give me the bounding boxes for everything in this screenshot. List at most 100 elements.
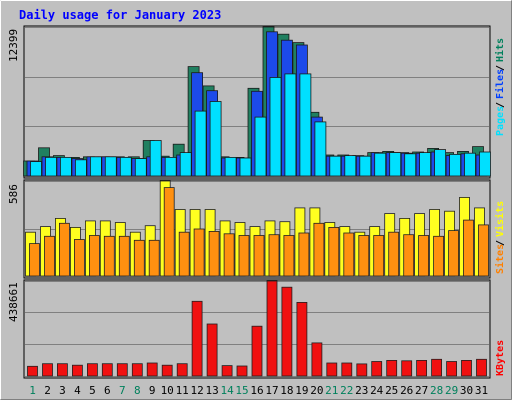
bar-kbytes-day-3 xyxy=(57,363,68,377)
legend-pages: Pages xyxy=(495,106,506,136)
bar-kbytes-day-10 xyxy=(161,364,173,377)
bar-pages-day-26 xyxy=(404,153,417,177)
bar-pages-day-5 xyxy=(90,156,102,177)
x-label-day-6: 6 xyxy=(104,384,111,397)
bar-sites-day-4 xyxy=(74,239,85,277)
x-label-day-15: 15 xyxy=(235,384,248,397)
bar-kbytes-day-26 xyxy=(401,360,413,377)
x-label-day-7: 7 xyxy=(119,384,126,397)
bar-sites-day-7 xyxy=(118,235,130,277)
bar-pages-day-12 xyxy=(194,110,207,177)
bar-sites-day-14 xyxy=(223,233,235,277)
bar-sites-day-3 xyxy=(59,222,70,277)
bar-sites-day-21 xyxy=(328,226,340,277)
bar-pages-day-15 xyxy=(239,157,252,177)
bar-pages-day-9 xyxy=(149,140,162,177)
bar-pages-day-13 xyxy=(209,101,222,177)
panel-middle-axis-label: 586 xyxy=(7,184,20,204)
bar-sites-day-5 xyxy=(89,235,100,277)
x-label-day-11: 11 xyxy=(176,384,189,397)
bar-pages-day-22 xyxy=(344,155,357,177)
legend-kbytes: KBytes xyxy=(495,340,506,376)
bar-sites-day-18 xyxy=(283,235,295,277)
bar-pages-day-29 xyxy=(449,153,462,177)
bar-pages-day-3 xyxy=(60,156,72,177)
bar-kbytes-day-9 xyxy=(146,362,158,377)
bar-kbytes-day-2 xyxy=(42,363,53,377)
bar-sites-day-31 xyxy=(478,224,489,277)
bar-pages-day-25 xyxy=(389,152,402,177)
bar-pages-day-16 xyxy=(254,116,267,177)
x-label-day-2: 2 xyxy=(44,384,51,397)
bar-pages-day-2 xyxy=(45,156,57,177)
x-label-day-31: 31 xyxy=(475,384,488,397)
x-label-day-29: 29 xyxy=(445,384,458,397)
bar-sites-day-22 xyxy=(343,232,355,277)
bar-kbytes-day-11 xyxy=(176,363,188,377)
bar-pages-day-19 xyxy=(299,73,312,177)
bar-pages-day-4 xyxy=(75,159,87,177)
x-label-day-1: 1 xyxy=(29,384,36,397)
bar-pages-day-21 xyxy=(329,155,342,177)
legend-visits: Visits xyxy=(494,201,506,237)
bar-kbytes-day-17 xyxy=(266,280,278,377)
legend-slash-2: / xyxy=(495,65,506,71)
x-label-day-24: 24 xyxy=(370,384,384,397)
x-label-day-28: 28 xyxy=(430,384,443,397)
x-label-day-25: 25 xyxy=(385,384,398,397)
x-label-day-14: 14 xyxy=(220,384,234,397)
x-label-day-13: 13 xyxy=(205,384,218,397)
x-label-day-12: 12 xyxy=(190,384,203,397)
x-label-day-10: 10 xyxy=(161,384,174,397)
bar-pages-day-30 xyxy=(464,152,476,177)
bar-pages-day-20 xyxy=(314,121,327,177)
bar-sites-day-2 xyxy=(44,235,55,277)
bar-kbytes-day-24 xyxy=(371,361,383,377)
x-label-day-8: 8 xyxy=(134,384,141,397)
legend-files: Files xyxy=(494,69,506,99)
bar-kbytes-day-30 xyxy=(461,359,472,377)
bar-kbytes-day-29 xyxy=(446,361,458,377)
bar-sites-day-16 xyxy=(253,235,265,277)
bar-sites-day-9 xyxy=(148,239,160,277)
panel-bottom-axis-label: 438661 xyxy=(7,282,20,322)
x-label-day-22: 22 xyxy=(340,384,353,397)
bar-sites-day-23 xyxy=(358,235,370,277)
bar-kbytes-day-20 xyxy=(311,342,323,377)
bar-kbytes-day-6 xyxy=(101,363,113,377)
bar-kbytes-day-7 xyxy=(116,363,128,377)
bar-kbytes-day-25 xyxy=(386,359,398,377)
x-label-day-5: 5 xyxy=(89,384,96,397)
x-label-day-16: 16 xyxy=(250,384,263,397)
legend-slash-3: / xyxy=(495,240,506,246)
bar-pages-day-28 xyxy=(434,149,447,177)
x-label-day-27: 27 xyxy=(415,384,428,397)
bar-sites-day-19 xyxy=(298,232,310,277)
x-label-day-20: 20 xyxy=(310,384,323,397)
panel-top: 12399 Pages / Files / Hits xyxy=(7,25,506,179)
bar-sites-day-29 xyxy=(448,230,460,277)
bar-kbytes-day-4 xyxy=(72,364,83,377)
bar-sites-day-24 xyxy=(373,235,385,277)
bar-kbytes-day-1 xyxy=(27,365,38,377)
bar-kbytes-day-27 xyxy=(416,359,428,377)
x-label-day-17: 17 xyxy=(265,384,278,397)
x-label-day-23: 23 xyxy=(355,384,368,397)
bar-kbytes-day-21 xyxy=(326,362,338,377)
bar-kbytes-day-5 xyxy=(87,363,98,377)
bar-sites-day-12 xyxy=(193,228,205,277)
x-label-day-3: 3 xyxy=(59,384,66,397)
x-label-day-26: 26 xyxy=(400,384,413,397)
bar-pages-day-24 xyxy=(374,152,387,177)
panel-top-bars xyxy=(23,26,491,177)
legend-hits: Hits xyxy=(494,38,506,62)
bar-kbytes-day-23 xyxy=(356,363,368,377)
bar-sites-day-27 xyxy=(418,235,430,277)
panel-bottom-bars xyxy=(27,280,487,377)
bar-kbytes-day-8 xyxy=(131,363,143,377)
bar-sites-day-11 xyxy=(178,231,190,277)
bar-pages-day-11 xyxy=(179,152,192,177)
bar-sites-day-17 xyxy=(268,234,280,277)
bar-pages-day-8 xyxy=(134,158,147,177)
bar-pages-day-10 xyxy=(164,156,177,177)
